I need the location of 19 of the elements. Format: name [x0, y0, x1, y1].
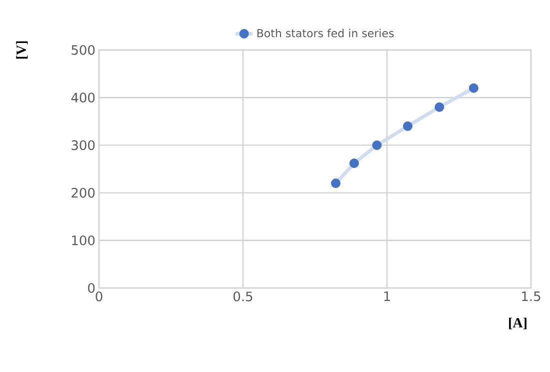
x-tick-label: 1.5: [522, 292, 540, 302]
point: [468, 83, 478, 93]
x-tick-label: 0: [96, 292, 102, 302]
y-tick-label: 400: [71, 92, 95, 103]
y-tick-label: 500: [72, 45, 95, 55]
y-tick-label: 200: [72, 188, 95, 198]
legend-label: Both stators fed in series: [257, 28, 394, 38]
y-axis-title: [V]: [16, 41, 28, 59]
point: [349, 158, 359, 168]
y-tick-label: 300: [72, 140, 95, 150]
x-axis-title: [A]: [509, 318, 526, 330]
point: [330, 178, 340, 188]
point: [434, 102, 444, 112]
point: [402, 121, 412, 131]
y-tick-label: 0: [88, 283, 95, 293]
point: [372, 140, 382, 150]
y-tick-label: 100: [72, 235, 95, 246]
x-tick-label: 0.5: [234, 292, 252, 302]
x-tick-label: 1: [384, 292, 390, 301]
